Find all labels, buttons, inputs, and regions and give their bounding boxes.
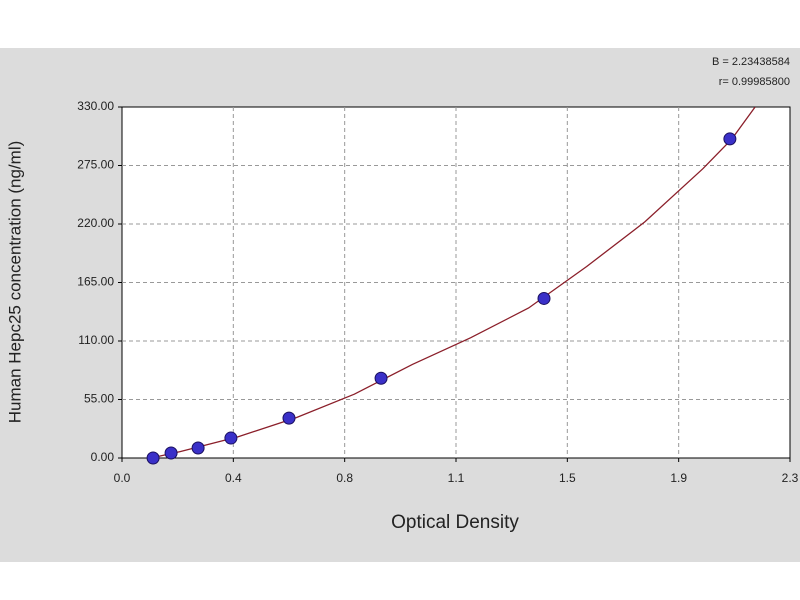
x-tick-label: 2.3: [782, 471, 799, 485]
fit-curve: [150, 107, 756, 458]
y-tick-label: 110.00: [78, 333, 114, 347]
x-tick-label: 0.8: [336, 471, 353, 485]
data-point: [282, 411, 296, 425]
x-axis-label: Optical Density: [391, 512, 519, 533]
y-tick-label: 55.00: [84, 392, 114, 406]
data-point: [146, 451, 160, 465]
x-tick-label: 1.1: [448, 471, 465, 485]
data-point: [374, 371, 388, 385]
y-tick-label: 330.00: [77, 99, 114, 113]
x-tick-label: 0.4: [225, 471, 242, 485]
data-point: [537, 291, 551, 305]
annotation: B = 2.23438584: [712, 56, 790, 68]
y-tick-label: 165.00: [77, 275, 114, 289]
data-point: [191, 441, 205, 455]
data-point: [164, 446, 178, 460]
x-tick-label: 1.5: [559, 471, 576, 485]
y-tick-label: 220.00: [77, 216, 114, 230]
y-tick-label: 0.00: [91, 450, 115, 464]
data-point: [723, 132, 737, 146]
y-axis-label: Human Hepc25 concentration (ng/ml): [5, 141, 24, 424]
data-point: [224, 431, 238, 445]
x-tick-label: 0.0: [114, 471, 131, 485]
annotation: r= 0.99985800: [719, 76, 790, 88]
y-tick-label: 275.00: [77, 158, 114, 172]
x-tick-label: 1.9: [670, 471, 687, 485]
